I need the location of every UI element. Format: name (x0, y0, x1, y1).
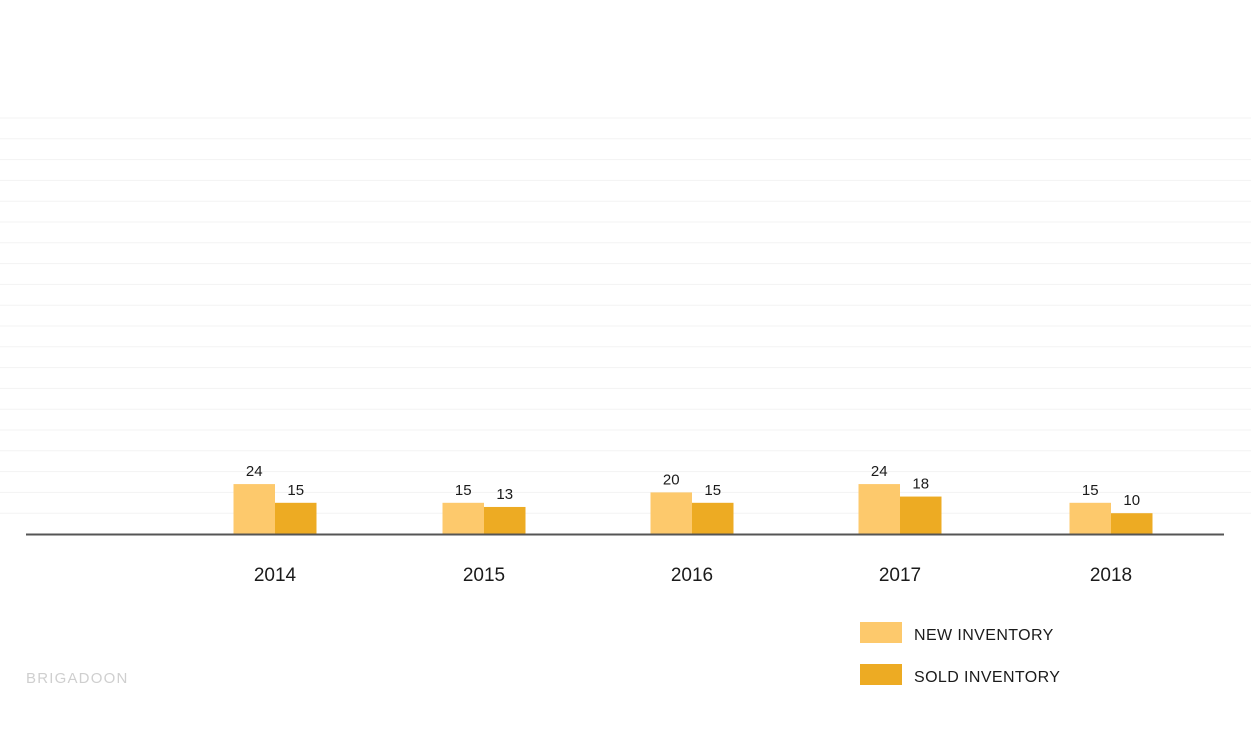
bars (233, 484, 1153, 534)
value-label-sold-inventory-2016: 15 (704, 482, 721, 499)
legend-swatch-sold-inventory (860, 664, 902, 685)
bar-new-inventory-2018 (1069, 502, 1111, 534)
value-label-sold-inventory-2014: 15 (287, 482, 304, 499)
value-label-new-inventory-2017: 24 (871, 463, 888, 480)
value-label-new-inventory-2014: 24 (246, 463, 263, 480)
bar-new-inventory-2016 (650, 492, 692, 534)
value-label-sold-inventory-2017: 18 (912, 476, 929, 493)
bar-sold-inventory-2016 (692, 502, 734, 534)
x-tick-label-2015: 2015 (463, 565, 505, 586)
legend-label-new-inventory: NEW INVENTORY (914, 627, 1054, 644)
value-label-sold-inventory-2015: 13 (496, 486, 513, 503)
value-labels: 24 15 15 13 20 15 24 18 15 10 (246, 463, 1140, 509)
x-tick-label-2018: 2018 (1090, 565, 1132, 586)
x-tick-label-2017: 2017 (879, 565, 921, 586)
x-tick-label-2016: 2016 (671, 565, 713, 586)
value-label-sold-inventory-2018: 10 (1123, 492, 1140, 509)
brand-watermark: BRIGADOON (26, 670, 129, 687)
bar-new-inventory-2014 (233, 484, 275, 534)
value-label-new-inventory-2016: 20 (663, 471, 680, 488)
legend-swatch-new-inventory (860, 622, 902, 643)
bar-new-inventory-2017 (858, 484, 900, 534)
x-tick-labels: 2014 2015 2016 2017 2018 (254, 565, 1132, 586)
bar-sold-inventory-2018 (1111, 513, 1153, 534)
legend-label-sold-inventory: SOLD INVENTORY (914, 669, 1061, 686)
x-tick-label-2014: 2014 (254, 565, 297, 586)
bar-new-inventory-2015 (442, 502, 484, 534)
value-label-new-inventory-2018: 15 (1082, 482, 1099, 499)
bar-sold-inventory-2015 (484, 506, 526, 534)
gridlines (0, 117, 1251, 514)
bar-sold-inventory-2017 (900, 496, 942, 534)
bar-sold-inventory-2014 (275, 502, 317, 534)
value-label-new-inventory-2015: 15 (455, 482, 472, 499)
